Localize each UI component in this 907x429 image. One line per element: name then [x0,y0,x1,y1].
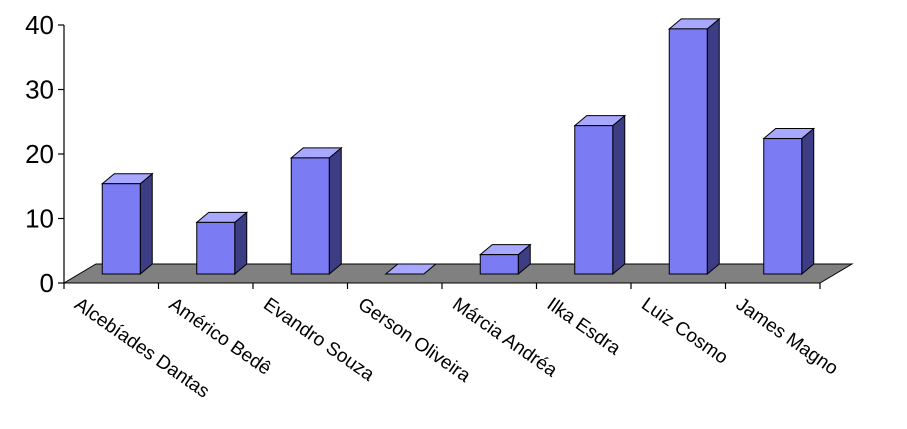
x-tick-label: Luiz Cosmo [637,294,731,369]
bar-side-face [139,172,153,276]
bar-side-face [706,17,720,276]
bar [384,263,438,275]
bar [762,127,816,276]
bar [478,243,532,276]
y-tick-label: 20 [25,139,54,169]
bar-front-face [196,221,236,275]
bar [573,114,627,276]
bar-side-face [328,146,342,276]
bar [667,17,721,276]
x-tick-label: James Magno [732,294,842,380]
bar [289,146,343,276]
bar-front-face [763,138,803,275]
y-tick-label: 30 [25,75,54,105]
axes [58,24,821,289]
y-tick-label: 0 [40,268,54,298]
bar-side-face [801,127,815,276]
y-tick-labels: 0 10 20 30 40 [25,10,54,298]
bar [100,172,154,276]
chart-floor [62,263,854,284]
bar [195,211,249,276]
bar-front-face [668,28,708,275]
bars [100,17,816,276]
x-tick-label: Ilka Esdra [543,294,625,360]
floor-plane [62,263,854,284]
bar-side-face [234,211,248,276]
y-tick-label: 10 [25,204,54,234]
bar-front-face [101,183,141,275]
y-tick-label: 40 [25,10,54,40]
bar-top-face [384,263,438,275]
bar-front-face [479,254,519,275]
bar-front-face [290,157,330,275]
bar-front-face [574,125,614,275]
bar-side-face [612,114,626,276]
